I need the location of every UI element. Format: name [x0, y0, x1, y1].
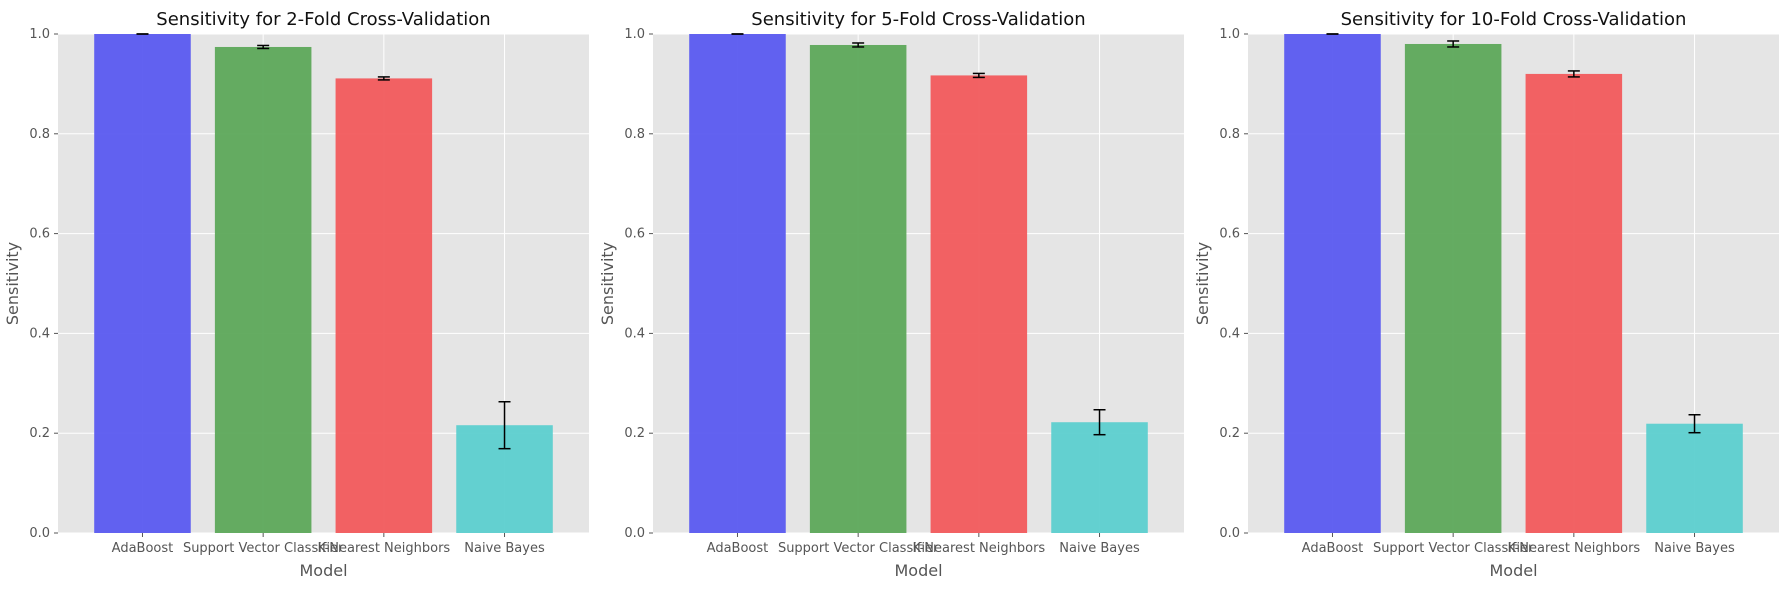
chart-title: Sensitivity for 10-Fold Cross-Validation — [1341, 9, 1687, 30]
y-tick-label: 1.0 — [29, 27, 50, 42]
x-tick-label: Support Vector Classifier — [1373, 541, 1534, 556]
y-tick-label: 0.0 — [29, 526, 50, 541]
y-tick-label: 0.8 — [624, 127, 645, 142]
y-axis-label: Sensitivity — [598, 242, 617, 325]
x-tick-label: Naive Bayes — [1654, 541, 1735, 556]
x-tick-label: Support Vector Classifier — [183, 541, 344, 556]
x-tick-label: K-Nearest Neighbors — [1507, 541, 1640, 556]
bar — [94, 34, 191, 533]
y-tick-label: 0.4 — [624, 326, 645, 341]
y-tick-label: 0.2 — [1219, 426, 1240, 441]
y-tick-label: 0.2 — [29, 426, 50, 441]
x-tick-label: Naive Bayes — [1059, 541, 1140, 556]
x-axis-label: Model — [1489, 561, 1537, 580]
y-tick-label: 0.6 — [29, 227, 50, 242]
x-tick-label: K-Nearest Neighbors — [317, 541, 450, 556]
y-tick-label: 0.0 — [1219, 526, 1240, 541]
y-axis-label: Sensitivity — [3, 242, 22, 325]
bar — [1404, 43, 1502, 533]
x-tick-label: AdaBoost — [112, 541, 174, 556]
y-tick-label: 0.4 — [29, 326, 50, 341]
bar — [1284, 34, 1381, 533]
y-tick-label: 1.0 — [624, 27, 645, 42]
x-tick-label: K-Nearest Neighbors — [912, 541, 1045, 556]
bar — [689, 34, 786, 533]
y-tick-label: 1.0 — [1219, 27, 1240, 42]
bar — [809, 44, 907, 534]
y-tick-label: 0.0 — [624, 526, 645, 541]
y-tick-label: 0.8 — [29, 127, 50, 142]
chart-title: Sensitivity for 5-Fold Cross-Validation — [751, 9, 1085, 30]
bar — [930, 75, 1028, 534]
y-axis-label: Sensitivity — [1193, 242, 1212, 325]
y-tick-label: 0.6 — [1219, 227, 1240, 242]
x-axis-label: Model — [299, 561, 347, 580]
bar — [1051, 422, 1148, 533]
bar — [1646, 423, 1743, 533]
bar — [214, 46, 312, 533]
y-tick-label: 0.8 — [1219, 127, 1240, 142]
y-tick-label: 0.4 — [1219, 326, 1240, 341]
x-axis-label: Model — [894, 561, 942, 580]
x-tick-label: Naive Bayes — [464, 541, 545, 556]
y-tick-label: 0.2 — [624, 426, 645, 441]
subplot-2: 0.0 0.2 0.4 0.6 0.8 1.0 AdaBoost Support Vector… — [598, 9, 1184, 580]
x-tick-label: AdaBoost — [707, 541, 769, 556]
subplot-1: 0.0 0.2 0.4 0.6 0.8 1.0 AdaBoost Support Vector… — [3, 9, 589, 580]
chart-title: Sensitivity for 2-Fold Cross-Validation — [156, 9, 490, 30]
x-tick-label: AdaBoost — [1302, 541, 1364, 556]
bar — [335, 78, 433, 533]
y-tick-label: 0.6 — [624, 227, 645, 242]
x-tick-label: Support Vector Classifier — [778, 541, 939, 556]
bar — [1525, 73, 1623, 534]
subplot-3: 0.0 0.2 0.4 0.6 0.8 1.0 AdaBoost Support Vector… — [1193, 9, 1779, 580]
